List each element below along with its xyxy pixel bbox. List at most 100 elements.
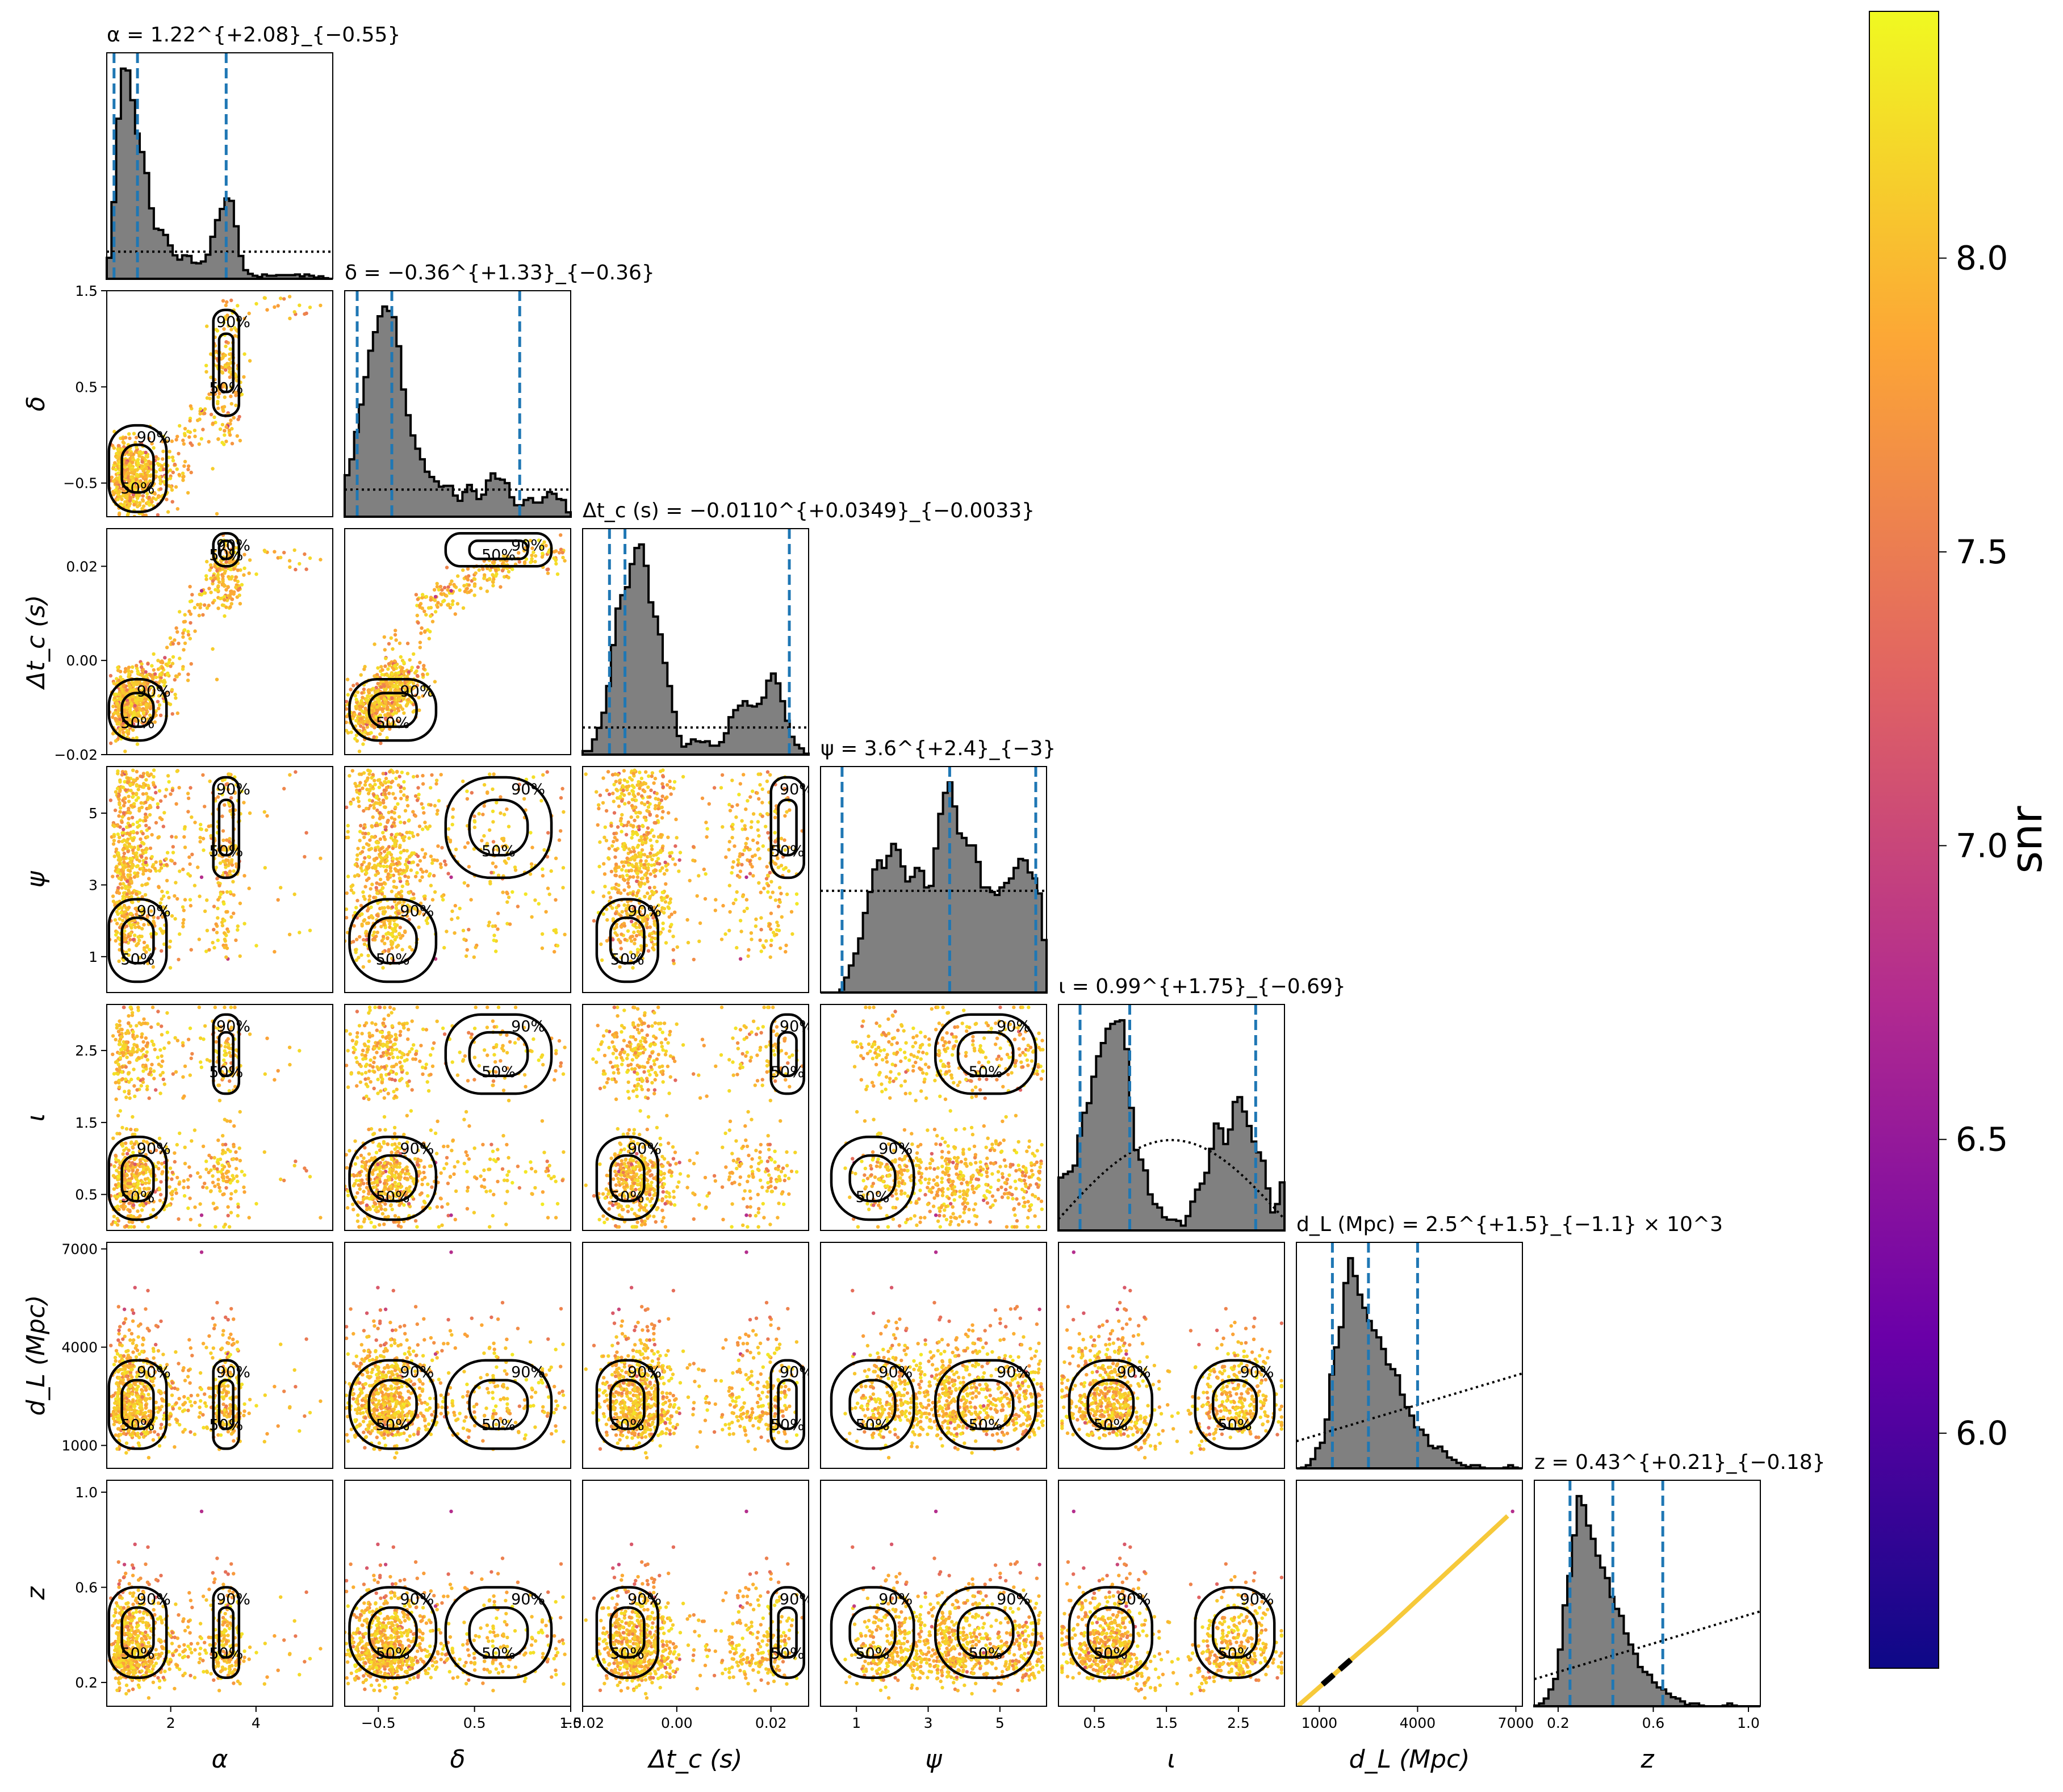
scatter-point <box>418 660 422 665</box>
scatter-point <box>383 664 387 668</box>
scatter-point <box>617 804 621 809</box>
contour-label-50: 50% <box>376 714 410 732</box>
scatter-point <box>211 581 215 586</box>
scatter-point <box>376 901 380 905</box>
scatter-point <box>372 806 376 810</box>
scatter-point <box>442 585 447 590</box>
scatter-point <box>366 866 370 870</box>
scatter-point <box>378 732 382 736</box>
scatter-point <box>362 687 366 692</box>
scatter-point <box>131 792 135 795</box>
scatter-point <box>379 685 383 689</box>
contour-90 <box>107 898 168 983</box>
scatter-point <box>437 588 441 592</box>
scatter-point <box>121 882 125 886</box>
scatter-point <box>410 831 414 835</box>
scatter-point <box>678 851 683 855</box>
scatter-point <box>365 698 369 702</box>
scatter-point <box>376 871 380 876</box>
scatter-point <box>432 858 437 862</box>
scatter-point <box>165 673 169 677</box>
scatter-point <box>472 820 477 824</box>
scatter-point <box>704 872 708 876</box>
scatter-point <box>757 881 761 885</box>
scatter-point <box>634 953 639 957</box>
contour-label-90: 90% <box>137 903 171 920</box>
scatter-point <box>424 825 428 829</box>
scatter-point <box>208 851 213 855</box>
scatter-point <box>373 726 376 730</box>
scatter-point <box>303 552 307 556</box>
scatter-point <box>152 652 156 656</box>
scatter-point <box>131 794 135 799</box>
scatter-point <box>731 860 735 864</box>
scatter-point <box>114 939 118 943</box>
scatter-point <box>399 705 403 709</box>
scatter-point <box>419 867 423 872</box>
scatter-point <box>740 819 744 823</box>
scatter-point <box>559 533 563 537</box>
scatter-point <box>117 692 121 697</box>
scatter-point <box>150 442 154 446</box>
scatter-point <box>418 646 422 650</box>
scatter-point <box>760 787 764 792</box>
scatter-point <box>183 641 187 646</box>
scatter-point <box>129 880 133 884</box>
scatter-point <box>263 296 267 300</box>
scatter-point <box>211 601 215 605</box>
scatter-point <box>376 666 380 670</box>
contour-50 <box>217 332 235 393</box>
scatter-point <box>607 792 612 797</box>
scatter-point <box>135 496 140 500</box>
scatter-point <box>370 799 374 803</box>
scatter-point <box>358 712 362 716</box>
scatter-point <box>650 771 655 775</box>
scatter-point <box>186 464 191 468</box>
scatter-point <box>429 606 433 610</box>
scatter-point <box>355 898 359 903</box>
scatter-point <box>168 636 173 640</box>
scatter-point <box>634 933 639 938</box>
scatter-point <box>162 811 166 815</box>
scatter-point <box>762 886 766 890</box>
scatter-point <box>355 682 359 686</box>
scatter-point <box>634 798 638 802</box>
panel-frame <box>106 528 333 755</box>
scatter-point <box>214 865 218 869</box>
scatter-point <box>201 836 206 841</box>
scatter-point <box>123 801 127 805</box>
scatter-point <box>425 921 429 926</box>
scatter-point <box>465 576 470 580</box>
scatter-point <box>406 875 411 880</box>
scatter-point <box>304 831 308 835</box>
scatter-point <box>265 308 269 312</box>
scatter-point <box>664 941 668 945</box>
scatter-point <box>175 711 179 715</box>
scatter-point <box>174 485 178 489</box>
scatter-point <box>430 773 434 777</box>
scatter-point <box>742 909 746 914</box>
scatter-point <box>467 928 471 932</box>
scatter-point <box>141 831 145 836</box>
scatter-point <box>217 884 221 887</box>
scatter-point <box>228 837 232 841</box>
scatter-point <box>131 728 135 732</box>
scatter-point <box>117 714 122 719</box>
scatter-point <box>205 396 210 400</box>
scatter-point <box>408 945 412 949</box>
scatter-point <box>360 709 364 713</box>
scatter-point <box>727 928 731 933</box>
scatter-point <box>359 823 363 828</box>
scatter-point <box>375 823 380 827</box>
scatter-point <box>203 603 207 607</box>
scatter-point <box>132 875 137 879</box>
scatter-point <box>122 857 126 861</box>
scatter-point <box>446 603 450 607</box>
scatter-point <box>128 436 132 441</box>
scatter-point <box>115 481 119 485</box>
scatter-point <box>140 935 144 939</box>
scatter-point <box>386 851 390 855</box>
scatter-point <box>111 894 115 898</box>
scatter-point <box>640 801 644 805</box>
